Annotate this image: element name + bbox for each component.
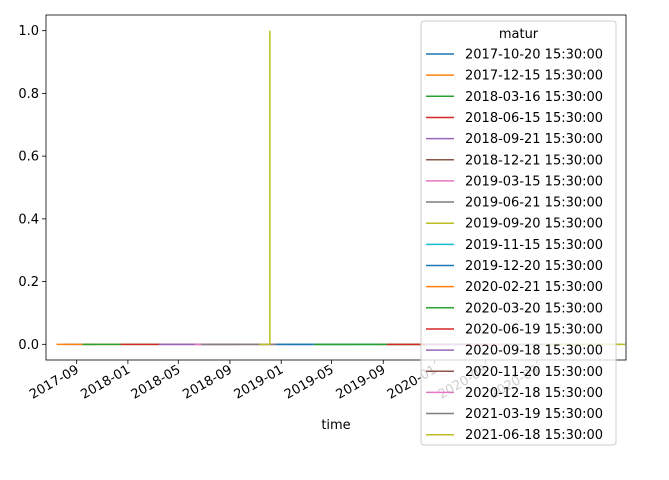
x-tick-label: 2019-01: [232, 362, 287, 402]
y-axis: 0.0 0.2 0.4 0.6 0.8 1.0: [18, 24, 46, 353]
legend-label: 2019-11-15 15:30:00: [465, 238, 603, 253]
legend-item: 2020-03-20 15:30:00: [426, 301, 603, 316]
legend-item: 2018-03-16 15:30:00: [426, 90, 603, 105]
legend: matur 2017-10-20 15:30:00 2017-12-15 15:3…: [420, 20, 617, 446]
series-line-9: [259, 30, 271, 346]
legend-label: 2021-03-19 15:30:00: [465, 407, 603, 422]
y-tick-label: 0.0: [18, 338, 39, 353]
legend-item: 2019-11-15 15:30:00: [426, 238, 603, 253]
x-axis-label: time: [321, 418, 350, 433]
legend-item: 2021-06-18 15:30:00: [426, 428, 603, 443]
legend-label: 2017-10-20 15:30:00: [465, 48, 603, 63]
legend-item: 2021-03-19 15:30:00: [426, 407, 603, 422]
legend-item: 2020-02-21 15:30:00: [426, 280, 603, 295]
legend-item: 2019-06-21 15:30:00: [426, 196, 603, 211]
legend-item: 2020-11-20 15:30:00: [426, 365, 603, 380]
legend-item: 2019-09-20 15:30:00: [426, 217, 603, 232]
legend-item: 2018-06-15 15:30:00: [426, 111, 603, 126]
x-tick-label: 2018-01: [78, 362, 133, 402]
legend-item: 2019-12-20 15:30:00: [426, 259, 603, 274]
legend-label: 2018-03-16 15:30:00: [465, 90, 603, 105]
legend-label: 2018-06-15 15:30:00: [465, 111, 603, 126]
legend-items: 2017-10-20 15:30:00 2017-12-15 15:30:00 20…: [426, 48, 603, 443]
x-tick-label: 2018-09: [180, 362, 235, 402]
y-tick-label: 0.2: [18, 275, 39, 290]
y-tick-label: 0.4: [18, 212, 39, 227]
legend-label: 2018-09-21 15:30:00: [465, 132, 603, 147]
legend-item: 2017-12-15 15:30:00: [426, 69, 603, 84]
legend-label: 2020-02-21 15:30:00: [465, 280, 603, 295]
legend-label: 2021-06-18 15:30:00: [465, 428, 603, 443]
legend-item: 2017-10-20 15:30:00: [426, 48, 603, 63]
legend-label: 2020-06-19 15:30:00: [465, 322, 603, 337]
x-tick-label: 2017-09: [27, 362, 82, 402]
legend-label: 2020-11-20 15:30:00: [465, 365, 603, 380]
legend-label: 2020-03-20 15:30:00: [465, 301, 603, 316]
y-tick-label: 0.8: [18, 87, 39, 102]
legend-item: 2018-09-21 15:30:00: [426, 132, 603, 147]
legend-label: 2020-12-18 15:30:00: [465, 386, 603, 401]
plot-frame: [45, 14, 627, 361]
legend-label: 2019-03-15 15:30:00: [465, 174, 603, 189]
legend-item: 2020-06-19 15:30:00: [426, 322, 603, 337]
legend-box: [420, 20, 617, 446]
y-tick-label: 0.6: [18, 150, 39, 165]
legend-label: 2019-09-20 15:30:00: [465, 217, 603, 232]
legend-title: matur: [499, 27, 539, 42]
legend-label: 2020-09-18 15:30:00: [465, 344, 603, 359]
legend-item: 2018-12-21 15:30:00: [426, 153, 603, 168]
x-tick-label: 2019-09: [334, 362, 389, 402]
x-tick-label: 2018-05: [129, 362, 184, 402]
legend-label: 2018-12-21 15:30:00: [465, 153, 603, 168]
x-tick-label: 2019-05: [282, 362, 337, 402]
legend-item: 2019-03-15 15:30:00: [426, 174, 603, 189]
legend-label: 2019-06-21 15:30:00: [465, 196, 603, 211]
legend-item: 2020-12-18 15:30:00: [426, 386, 603, 401]
legend-item: 2020-09-18 15:30:00: [426, 344, 603, 359]
legend-label: 2019-12-20 15:30:00: [465, 259, 603, 274]
y-tick-label: 1.0: [18, 24, 39, 39]
legend-label: 2017-12-15 15:30:00: [465, 69, 603, 84]
